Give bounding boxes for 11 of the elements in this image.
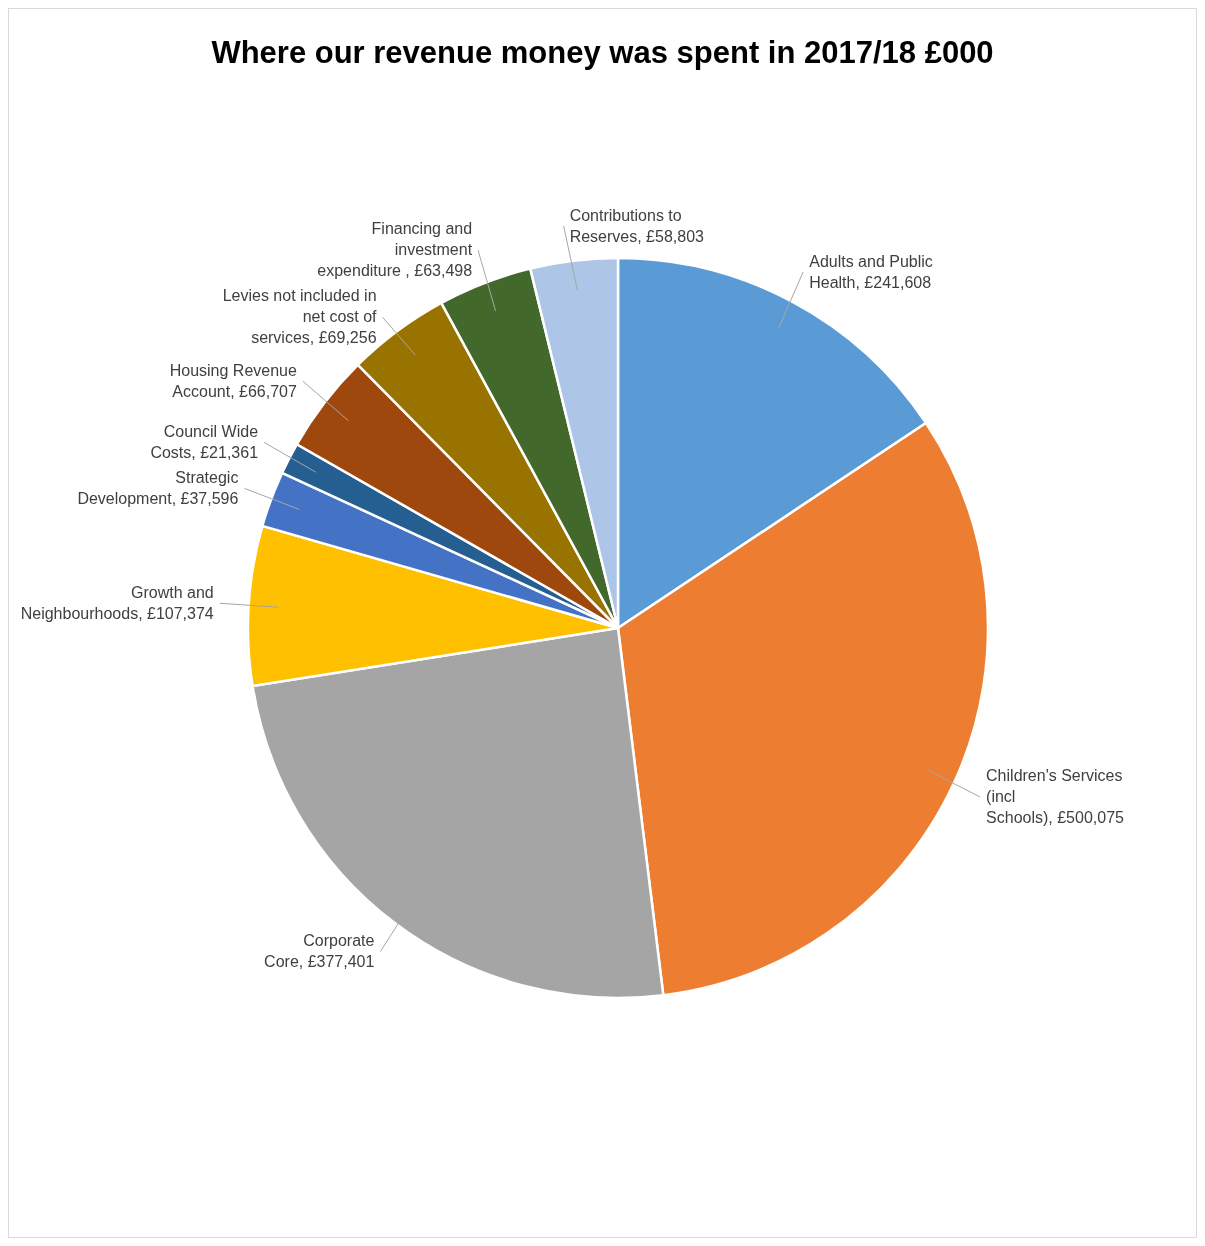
slice-label: Corporate Core, £377,401 bbox=[264, 932, 375, 971]
slice-label: Children's Services (incl Schools), £500,075 bbox=[986, 767, 1125, 827]
slice-label: Contributions to Reserves, £58,803 bbox=[569, 206, 705, 245]
chart-title: Where our revenue money was spent in 2017/18 £000 bbox=[211, 35, 994, 70]
slice-label: Financing and investment expenditure , £63,498 bbox=[317, 220, 473, 280]
slice-label: Strategic Development, £37,596 bbox=[77, 469, 239, 508]
slice-label: Housing Revenue Account, £66,707 bbox=[169, 361, 297, 400]
slice-label: Council Wide Costs, £21,361 bbox=[150, 423, 259, 462]
slice-label: Growth and Neighbourhoods, £107,374 bbox=[20, 584, 214, 623]
slice-label: Adults and Public Health, £241,608 bbox=[809, 252, 933, 291]
slice-label: Levies not included in net cost of services, £69,256 bbox=[222, 287, 378, 347]
